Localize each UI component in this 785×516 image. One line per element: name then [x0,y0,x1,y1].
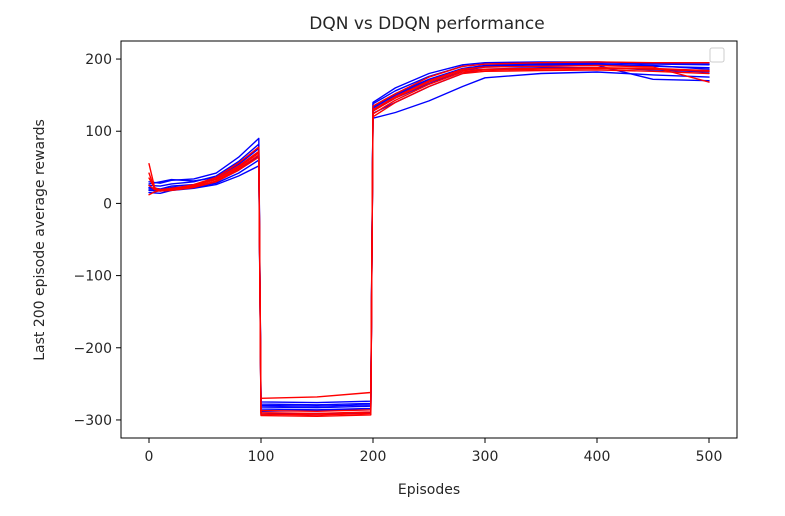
series-line-0-5 [148,64,710,411]
series-line-1-0 [148,67,710,415]
series-line-0-3 [148,71,710,415]
x-tick-label-1: 100 [248,449,275,465]
legend-box [709,47,725,63]
y-axis: −300 −200 −100 0 100 200 [74,52,121,429]
y-tick-label-3: 0 [103,196,112,212]
series-line-0-4 [148,61,710,404]
x-axis: 0 100 200 300 400 500 [145,438,723,465]
series-line-1-2 [148,61,710,399]
y-axis-label: Last 200 episode average rewards [32,119,48,361]
y-tick-label-4: 100 [85,124,112,140]
x-tick-label-4: 400 [584,449,611,465]
series-line-0-6 [148,63,710,407]
x-tick-label-5: 500 [696,449,723,465]
series-line-0-0 [148,64,710,409]
series-layer [148,61,710,417]
plot-frame [120,40,738,439]
series-line-1-1 [148,69,710,417]
series-line-1-3 [148,64,710,412]
series-line-1-4 [148,67,710,416]
series-line-0-2 [148,62,710,406]
x-tick-label-3: 300 [472,449,499,465]
y-tick-label-5: 200 [85,52,112,68]
y-tick-label-1: −200 [74,341,112,357]
x-axis-label: Episodes [398,482,460,498]
y-tick-label-2: −100 [74,269,112,285]
x-tick-label-2: 200 [360,449,387,465]
chart-title: DQN vs DDQN performance [309,14,544,34]
x-tick-label-0: 0 [145,449,154,465]
series-line-0-1 [148,67,710,412]
y-tick-label-0: −300 [74,413,112,429]
